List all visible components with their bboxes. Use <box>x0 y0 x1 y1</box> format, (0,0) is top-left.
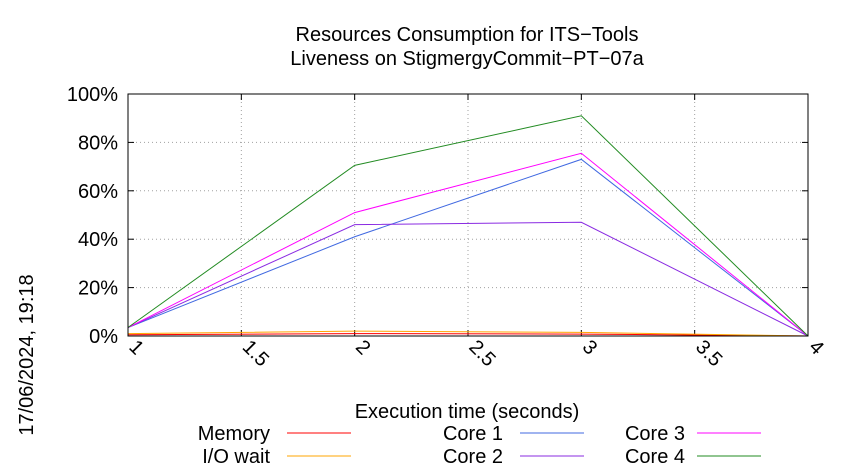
legend-label-i-o-wait: I/O wait <box>202 446 270 468</box>
x-tick-label: 1 <box>124 336 147 359</box>
series-line-core-1 <box>127 158 809 337</box>
series-line-i-o-wait <box>127 330 809 337</box>
y-tick-label: 40% <box>78 229 118 251</box>
x-tick-label: 3 <box>578 336 601 359</box>
chart-title: Resources Consumption for ITS−Tools <box>296 24 639 46</box>
y-tick-label: 0% <box>89 326 118 348</box>
x-tick-label: 2.5 <box>464 336 499 371</box>
series-line-core-3 <box>127 152 809 337</box>
series-line-core-4 <box>127 115 809 337</box>
series-line-core-2 <box>127 221 809 337</box>
series-lines <box>127 115 809 337</box>
y-tick-label: 20% <box>78 278 118 300</box>
legend-label-core-1: Core 1 <box>443 423 503 445</box>
y-tick-label: 80% <box>78 132 118 154</box>
chart-subtitle: Liveness on StigmergyCommit−PT−07a <box>290 48 644 70</box>
legend-label-core-4: Core 4 <box>625 446 685 468</box>
x-tick-label: 4 <box>804 336 827 359</box>
x-axis-ticks: 1 1.5 2 2.5 3 3.5 4 <box>124 94 828 371</box>
legend-label-core-3: Core 3 <box>625 423 685 445</box>
x-tick-label: 3.5 <box>691 336 726 371</box>
x-tick-label: 2 <box>351 336 374 359</box>
legend-label-memory: Memory <box>198 423 270 445</box>
timestamp: 17/06/2024, 19:18 <box>16 274 38 435</box>
x-axis-label: Execution time (seconds) <box>355 401 580 423</box>
y-axis-ticks: 0% 20% 40% 60% 80% 100% <box>67 84 808 348</box>
y-tick-label: 60% <box>78 181 118 203</box>
plot-frame <box>127 93 809 337</box>
grid <box>128 94 808 336</box>
series-line-memory <box>127 333 809 337</box>
x-tick-label: 1.5 <box>238 336 273 371</box>
legend-label-core-2: Core 2 <box>443 446 503 468</box>
y-tick-label: 100% <box>67 84 118 106</box>
